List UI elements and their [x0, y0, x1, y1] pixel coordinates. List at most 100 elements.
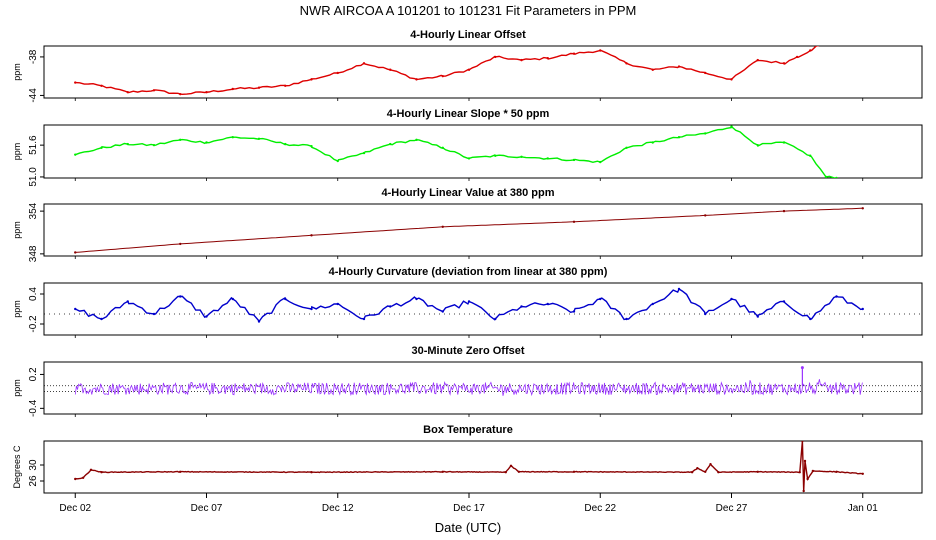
- data-point: [809, 154, 812, 157]
- data-point: [677, 287, 681, 291]
- data-point: [100, 146, 103, 149]
- data-point: [126, 91, 129, 94]
- series-slope: [74, 125, 838, 178]
- x-tick-label: Dec 02: [59, 503, 91, 514]
- data-point: [599, 297, 602, 301]
- series-value: [74, 207, 864, 254]
- plot-frame: [43, 124, 923, 179]
- data-point: [126, 300, 129, 303]
- data-point: [572, 52, 576, 55]
- data-point: [795, 55, 799, 59]
- data-point: [704, 71, 707, 75]
- data-point: [152, 143, 156, 147]
- y-tick-label: -0.2: [28, 315, 39, 333]
- panel-curvature: 4-Hourly Curvature (deviation from linea…: [12, 266, 923, 336]
- panel-title: 30-Minute Zero Offset: [411, 345, 524, 357]
- data-point: [231, 135, 234, 139]
- data-point: [415, 297, 418, 301]
- plot-frame: [43, 440, 923, 494]
- x-tick-label: Dec 22: [584, 503, 616, 514]
- data-point: [310, 307, 313, 311]
- x-tick-label: Dec 07: [191, 503, 223, 514]
- data-point: [100, 317, 103, 321]
- data-point: [861, 307, 864, 311]
- data-point: [284, 84, 287, 88]
- figure-title: NWR AIRCOA A 101201 to 101231 Fit Parame…: [300, 3, 637, 18]
- data-point: [572, 310, 576, 313]
- data-point: [824, 175, 828, 178]
- data-point: [389, 68, 392, 71]
- data-point: [782, 62, 786, 65]
- data-point: [257, 137, 261, 140]
- data-point: [74, 307, 77, 311]
- y-tick-label: 26: [28, 475, 39, 487]
- data-point: [861, 207, 864, 210]
- panel-title: 4-Hourly Linear Offset: [410, 29, 526, 41]
- data-point: [704, 214, 707, 217]
- data-point: [756, 58, 759, 62]
- data-point: [802, 489, 805, 493]
- data-point: [310, 234, 313, 237]
- data-point: [179, 295, 182, 298]
- data-point: [100, 471, 103, 474]
- data-point: [74, 251, 77, 254]
- series-zero: [44, 366, 922, 397]
- series-temperature: [74, 441, 864, 493]
- panel-value: 4-Hourly Linear Value at 380 ppm 348 354 pp…: [12, 187, 923, 262]
- data-point: [389, 142, 392, 146]
- data-point: [362, 151, 366, 155]
- data-point: [709, 463, 712, 466]
- data-point: [389, 305, 392, 308]
- data-point: [730, 297, 733, 301]
- data-point: [467, 157, 471, 160]
- data-point: [756, 315, 759, 318]
- data-point: [800, 366, 804, 370]
- y-tick-label: -0.4: [28, 399, 39, 417]
- data-point: [362, 317, 366, 321]
- data-point: [231, 297, 234, 301]
- panels: 4-Hourly Linear Offset-44-38ppm4-Hourly …: [12, 29, 923, 494]
- data-point: [284, 142, 287, 146]
- data-point: [809, 49, 812, 52]
- data-point: [179, 242, 182, 246]
- data-point: [546, 302, 549, 306]
- panel-title: 4-Hourly Linear Slope * 50 ppm: [387, 108, 550, 120]
- data-point: [572, 158, 576, 162]
- x-tick-label: Dec 17: [453, 503, 485, 514]
- data-point: [599, 49, 602, 52]
- data-point: [704, 470, 707, 473]
- x-tick-label: Jan 01: [848, 503, 878, 514]
- data-point: [205, 141, 208, 144]
- data-point: [625, 62, 628, 65]
- data-point: [835, 176, 838, 178]
- data-point: [625, 317, 628, 321]
- data-point: [801, 441, 804, 443]
- data-point: [310, 145, 313, 148]
- plot-frame: [43, 203, 923, 257]
- data-point: [546, 56, 549, 60]
- data-point: [100, 84, 103, 88]
- data-point: [730, 78, 733, 81]
- data-point: [861, 472, 864, 475]
- x-tick-label: Dec 27: [716, 503, 748, 514]
- x-axis-label: Date (UTC): [435, 520, 501, 535]
- data-point: [74, 81, 77, 84]
- data-point: [806, 477, 809, 481]
- data-point: [798, 471, 801, 474]
- data-point: [817, 46, 820, 47]
- y-tick-label: 0.4: [28, 287, 39, 301]
- data-point: [152, 312, 156, 316]
- y-tick-label: 51.0: [28, 167, 39, 187]
- data-point: [651, 68, 654, 71]
- data-point: [782, 300, 786, 303]
- data-point: [494, 154, 497, 157]
- data-point: [152, 89, 156, 92]
- data-point: [504, 471, 507, 474]
- panel-offset: 4-Hourly Linear Offset -44 -38 ppm: [12, 29, 923, 103]
- data-point: [835, 295, 838, 298]
- data-point: [572, 470, 576, 473]
- y-tick-label: -38: [28, 49, 39, 64]
- plot-frame: [43, 45, 923, 99]
- y-tick-label: 51.6: [28, 135, 39, 155]
